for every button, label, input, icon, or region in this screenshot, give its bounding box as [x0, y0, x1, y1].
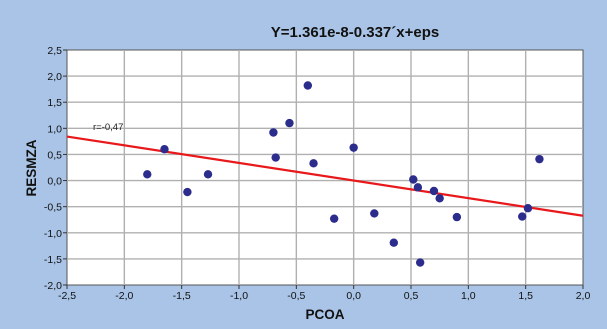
y-tick-label: -0,5 [44, 202, 62, 214]
regression-line-group [66, 135, 584, 217]
data-point [429, 186, 439, 196]
x-tick-label: -2,0 [115, 290, 133, 302]
x-tick-label: 2,0 [576, 290, 591, 302]
x-tick-label: -2,5 [58, 290, 76, 302]
y-tick-label: 0,5 [47, 149, 62, 161]
plot-area [66, 49, 584, 286]
data-point [415, 258, 425, 267]
data-point [435, 194, 444, 203]
x-tick-label: 0,0 [346, 290, 361, 302]
correlation-annotation: r=-0,47 [93, 122, 123, 133]
data-point [160, 145, 169, 154]
data-point [535, 154, 544, 164]
y-tick-label: 2,5 [47, 45, 62, 57]
regression-line [66, 135, 584, 217]
y-tick-label: -1,5 [44, 254, 62, 266]
y-tick-label: -2,0 [44, 280, 62, 292]
data-point [269, 128, 278, 137]
data-point [409, 175, 418, 184]
grid-lines [67, 50, 583, 285]
data-point [389, 238, 398, 247]
x-tick-label: 0,5 [404, 290, 419, 302]
y-tick-label: -1,0 [44, 228, 62, 240]
x-tick-label: -0,5 [287, 290, 305, 302]
y-axis-label: RESMZA [24, 139, 39, 196]
chart-title: Y=1.361e-8-0.337´x+eps [271, 24, 439, 41]
data-point [309, 159, 318, 168]
data-points [143, 81, 544, 267]
x-tick-label: -1,5 [173, 290, 191, 302]
data-point [271, 153, 280, 162]
x-tick-label: 1,5 [518, 290, 533, 302]
x-tick-label: -1,0 [230, 290, 248, 302]
data-point [303, 81, 312, 90]
data-point [413, 183, 423, 192]
data-point [285, 118, 294, 128]
data-point [523, 204, 533, 213]
data-point [370, 209, 379, 218]
x-axis-label: PCOA [305, 307, 344, 322]
y-tick-label: 0,0 [47, 176, 62, 188]
data-point [203, 170, 213, 179]
data-point [143, 170, 152, 179]
y-axis-ticks: -2,0 -1,5 -1,0 -0,5 0,0 0,5 1,0 1,5 2,0 2,5 [44, 45, 67, 292]
data-point [452, 212, 462, 222]
y-tick-label: 1,0 [47, 123, 62, 135]
data-point [183, 187, 192, 197]
data-point [518, 212, 527, 221]
data-point [329, 214, 339, 223]
x-tick-label: 1,0 [461, 290, 476, 302]
y-tick-label: 2,0 [47, 71, 62, 83]
y-tick-label: 1,5 [47, 97, 62, 109]
x-axis-ticks: -2,5 -2,0 -1,5 -1,0 -0,5 0,0 0,5 1,0 1,5 2,0 [58, 285, 590, 302]
data-point [349, 143, 358, 152]
